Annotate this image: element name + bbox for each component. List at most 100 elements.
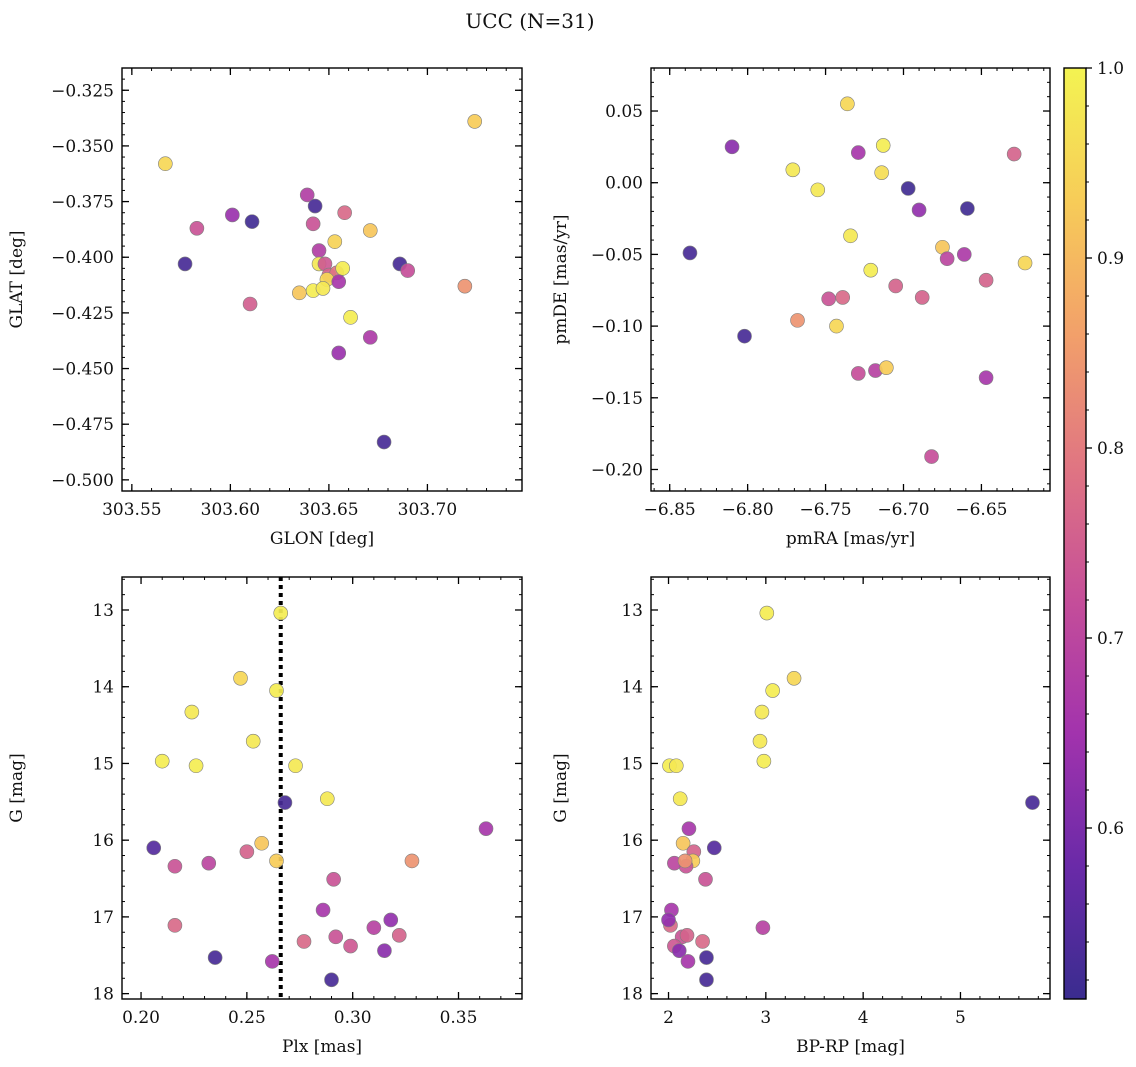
data-point bbox=[177, 256, 193, 272]
data-point bbox=[239, 844, 255, 859]
data-point bbox=[737, 328, 752, 344]
x-tick-label: 0.35 bbox=[440, 1008, 478, 1028]
data-point bbox=[790, 313, 805, 328]
x-tick-label: 303.60 bbox=[201, 500, 260, 520]
data-point bbox=[167, 918, 183, 933]
colorbar-tick-label: 1.0 bbox=[1097, 59, 1124, 79]
data-point bbox=[377, 943, 392, 958]
colorbar-gradient bbox=[1064, 68, 1086, 999]
data-point bbox=[850, 366, 866, 381]
panel-plx-g: 0.20 0.25 0.30 0.35 13 14 15 16 17 18 Plx [mas] G [… bbox=[7, 576, 523, 1057]
data-point bbox=[675, 835, 691, 851]
data-point bbox=[661, 912, 676, 928]
y-tick-label: −0.375 bbox=[51, 193, 114, 213]
y-axis-label: pmDE [mas/yr] bbox=[551, 214, 571, 344]
x-axis-label: GLON [deg] bbox=[270, 529, 374, 549]
data-point bbox=[755, 920, 771, 935]
data-point bbox=[307, 198, 323, 214]
data-point bbox=[765, 683, 780, 698]
data-point bbox=[682, 245, 698, 261]
data-point bbox=[914, 290, 930, 305]
colorbar-frame bbox=[1063, 67, 1087, 1000]
data-point bbox=[343, 310, 358, 325]
data-point bbox=[821, 291, 836, 307]
data-point bbox=[269, 683, 284, 698]
data-point bbox=[269, 853, 284, 869]
data-point bbox=[288, 758, 303, 774]
data-point bbox=[305, 216, 321, 232]
data-point bbox=[668, 758, 684, 774]
x-axis-label: Plx [mas] bbox=[282, 1037, 362, 1057]
data-point bbox=[245, 733, 261, 749]
data-point bbox=[242, 296, 258, 312]
data-point bbox=[840, 96, 855, 112]
data-point bbox=[404, 853, 420, 869]
y-tick-label: −0.20 bbox=[591, 460, 643, 480]
y-tick-label: 14 bbox=[92, 678, 114, 698]
data-point bbox=[457, 278, 473, 294]
data-point bbox=[671, 943, 687, 958]
data-point bbox=[699, 950, 714, 965]
data-point bbox=[400, 263, 416, 278]
data-point bbox=[677, 853, 693, 869]
figure-title: UCC (N=31) bbox=[465, 9, 594, 33]
data-point bbox=[978, 272, 994, 288]
data-point bbox=[911, 202, 927, 218]
x-axis-label: BP-RP [mag] bbox=[796, 1037, 905, 1057]
data-point bbox=[184, 704, 200, 720]
data-point bbox=[478, 821, 494, 836]
y-tick-label: −0.475 bbox=[51, 415, 114, 435]
data-point bbox=[328, 929, 344, 945]
x-tick-label: −6.65 bbox=[955, 500, 1007, 520]
data-point bbox=[888, 278, 904, 294]
x-tick-label: 303.70 bbox=[398, 500, 457, 520]
data-point bbox=[315, 281, 331, 296]
y-tick-label: 13 bbox=[92, 601, 114, 621]
panels: 303.55 303.60 303.65 303.70 −0.325 −0.350 −0.3… bbox=[7, 67, 1051, 1057]
colorbar-tick-label: 0.8 bbox=[1097, 439, 1124, 459]
data-point bbox=[376, 434, 392, 450]
data-point bbox=[672, 791, 688, 807]
y-tick-label: −0.10 bbox=[591, 317, 643, 337]
data-point bbox=[835, 290, 851, 305]
data-point bbox=[810, 182, 826, 198]
data-point bbox=[233, 670, 248, 686]
y-tick-label: 18 bbox=[621, 985, 643, 1005]
data-point bbox=[1017, 255, 1033, 271]
y-tick-label: 0.00 bbox=[605, 174, 643, 194]
data-point bbox=[319, 791, 335, 807]
data-point bbox=[326, 872, 341, 887]
data-point bbox=[311, 243, 327, 258]
y-tick-label: −0.05 bbox=[591, 245, 643, 265]
data-point bbox=[225, 207, 240, 223]
data-point bbox=[900, 181, 916, 196]
data-point bbox=[362, 223, 378, 238]
x-tick-label: 5 bbox=[955, 1008, 966, 1028]
data-point bbox=[956, 247, 972, 262]
data-point bbox=[695, 934, 710, 949]
data-point bbox=[254, 835, 269, 851]
panel-pmra-pmde: −6.85 −6.80 −6.75 −6.70 −6.65 0.05 0.00 −0.05 −0… bbox=[551, 67, 1051, 549]
y-tick-label: −0.15 bbox=[591, 389, 643, 409]
y-tick-label: 17 bbox=[92, 908, 114, 928]
data-point bbox=[850, 145, 866, 160]
data-point bbox=[875, 138, 891, 153]
data-point bbox=[829, 318, 844, 334]
y-axis-label: G [mag] bbox=[551, 753, 571, 822]
data-point bbox=[189, 220, 205, 236]
data-point bbox=[244, 214, 260, 229]
data-point bbox=[362, 330, 378, 345]
data-point bbox=[874, 165, 889, 180]
plot-frame bbox=[650, 67, 1051, 492]
data-point bbox=[296, 934, 312, 949]
data-point bbox=[337, 205, 352, 221]
y-tick-label: 16 bbox=[92, 831, 114, 851]
data-point bbox=[785, 162, 801, 178]
data-point bbox=[680, 954, 696, 969]
data-point bbox=[924, 449, 939, 464]
x-tick-label: −6.80 bbox=[722, 500, 774, 520]
data-point bbox=[299, 187, 315, 203]
y-tick-label: −0.400 bbox=[51, 248, 114, 268]
data-point bbox=[277, 795, 293, 810]
plot-frame bbox=[121, 576, 523, 1000]
